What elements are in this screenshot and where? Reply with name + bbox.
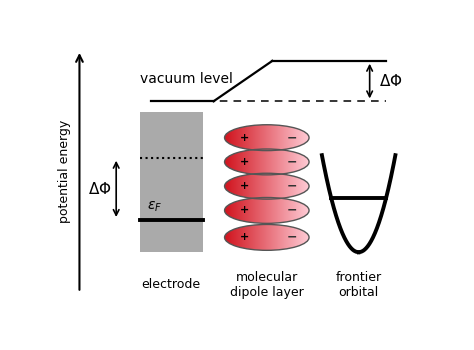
- Text: −: −: [287, 131, 297, 144]
- Text: electrode: electrode: [142, 278, 201, 291]
- Bar: [140, 112, 202, 252]
- Text: +: +: [240, 205, 249, 216]
- Text: −: −: [287, 180, 297, 193]
- Text: +: +: [240, 157, 249, 167]
- Text: +: +: [240, 232, 249, 243]
- Text: vacuum level: vacuum level: [139, 72, 232, 86]
- Text: −: −: [287, 204, 297, 217]
- Text: $\Delta\Phi$: $\Delta\Phi$: [88, 181, 111, 197]
- Text: +: +: [240, 181, 249, 191]
- Text: molecular
dipole layer: molecular dipole layer: [230, 271, 304, 299]
- Text: −: −: [287, 231, 297, 244]
- Text: $\Delta\Phi$: $\Delta\Phi$: [379, 73, 402, 89]
- Text: +: +: [240, 133, 249, 143]
- Text: frontier
orbital: frontier orbital: [336, 271, 382, 299]
- Text: $\varepsilon_F$: $\varepsilon_F$: [147, 199, 163, 214]
- Text: potential energy: potential energy: [57, 120, 71, 223]
- Text: −: −: [287, 155, 297, 168]
